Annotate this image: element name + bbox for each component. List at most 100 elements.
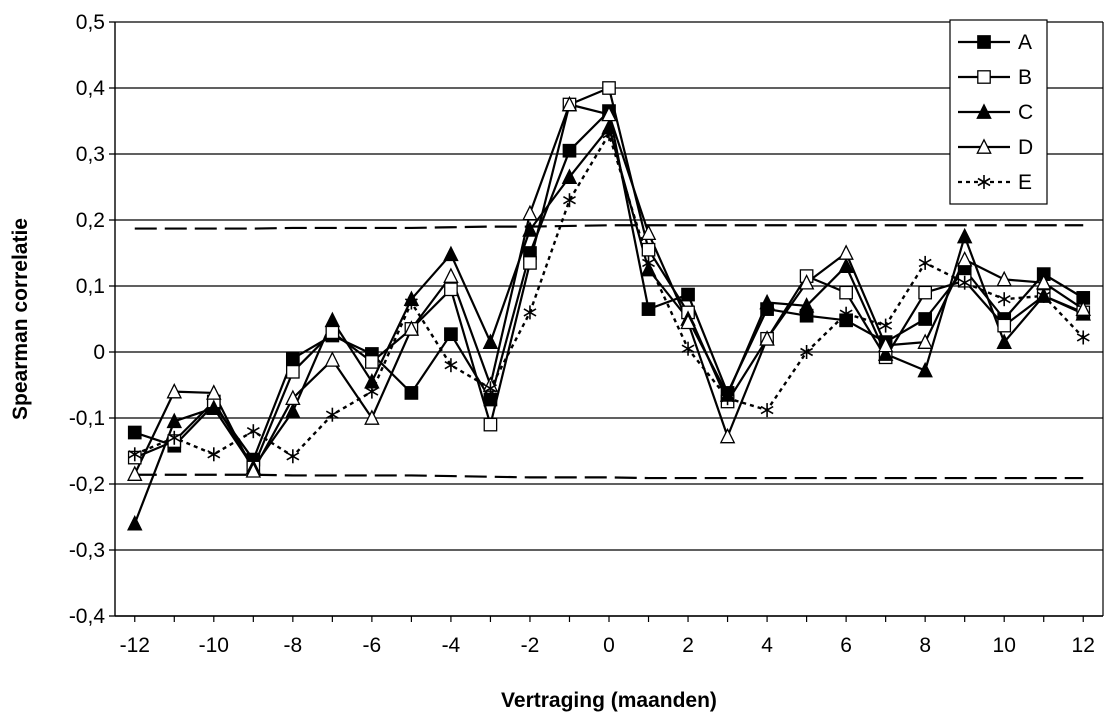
legend-marker [976,103,992,119]
asterisk-stroke [760,405,774,415]
data-point-d [443,267,459,283]
series-line-d [133,103,1084,475]
data-point-b [997,318,1012,333]
data-point-d [719,427,736,444]
data-point-d [917,333,933,349]
y-tick-label: 0 [93,341,105,364]
series-markers-e [128,127,1090,464]
significance-bound-line [134,224,1084,230]
x-tick-label: -8 [283,634,302,657]
data-point-e [207,447,221,462]
data-point-d [640,224,657,241]
x-tick-label: -6 [363,634,382,657]
axes [109,21,1104,622]
series-d [133,103,1084,475]
legend-label: A [1018,31,1032,54]
asterisk-stroke [681,344,695,353]
y-axis-title: Spearman correlatie [9,218,32,420]
legend-item-b: B [958,66,1032,89]
asterisk-stroke [128,450,142,459]
data-point-d [956,250,973,267]
data-point-d [680,313,696,330]
data-point-d [759,330,775,346]
y-tick-label: 0,5 [76,11,105,34]
data-point-e [246,424,260,439]
data-point-d [1075,300,1091,316]
data-point-e [286,449,300,464]
asterisk-stroke [918,258,932,268]
data-point-d [206,384,222,400]
data-point-b [483,417,498,432]
significance-bound-line [134,473,1084,480]
data-point-e [365,384,379,399]
y-tick-label: -0,4 [69,605,106,628]
data-point-e [879,318,893,333]
asterisk-stroke [523,308,537,317]
data-point-a [127,425,142,440]
asterisk-stroke [642,258,655,268]
data-point-a [681,287,695,302]
data-point-c [127,514,143,531]
y-tick-label: -0,2 [69,473,105,496]
data-series [127,81,1091,531]
data-point-e [642,255,655,270]
data-point-d [838,244,854,260]
asterisk-stroke [997,295,1011,304]
data-point-c [561,168,578,184]
asterisk-stroke [483,384,497,393]
asterisk-stroke [563,196,576,205]
data-point-d [403,320,420,336]
legend-marker [977,70,991,84]
asterisk-stroke [365,387,379,396]
series-markers-c [127,118,1091,531]
data-point-b [523,256,537,270]
data-point-e [997,292,1011,307]
data-point-e [800,345,814,359]
asterisk-stroke [444,361,458,370]
asterisk-stroke [879,321,893,330]
data-point-d [522,204,538,221]
data-point-c [522,221,538,237]
data-point-a [404,386,419,400]
x-tick-label: 12 [1072,634,1095,657]
data-point-d [324,351,341,367]
y-tick-label: -0,1 [69,407,105,430]
data-point-e [404,295,418,310]
series-line-b [134,86,1084,469]
data-point-c [996,333,1012,349]
asterisk-stroke [602,130,616,139]
data-point-c [759,293,775,310]
data-point-e [563,193,576,208]
legend-item-a: A [958,31,1032,54]
tick-labels: -0,4 -0,3 -0,2 -0,1 0 0,1 0,2 0,3 0,4 0,5 -12 -10 -8… [69,11,1095,657]
data-point-c [956,227,973,244]
data-point-e [325,407,339,422]
data-point-d [877,336,894,353]
asterisk-stroke [325,410,339,419]
data-point-b [839,285,853,300]
data-point-e [839,306,853,321]
data-point-e [444,358,458,373]
x-tick-label: -2 [521,634,540,657]
legend-marker [977,35,991,49]
data-point-c [206,399,222,415]
legend-item-c: C [958,101,1033,124]
x-tick-label: 8 [919,634,931,657]
x-tick-label: 0 [603,634,615,657]
y-tick-label: -0,3 [69,539,105,562]
x-tick-label: -10 [199,634,229,657]
data-point-b [641,242,656,257]
data-point-b [285,364,300,379]
data-point-a [641,302,656,316]
series-markers-d [127,95,1091,481]
asterisk-stroke [246,427,260,436]
legend-label: D [1018,136,1033,159]
data-point-e [1037,288,1051,303]
data-point-e [483,381,497,396]
asterisk-stroke [286,452,300,461]
data-point-c [285,402,301,419]
y-tick-label: 0,2 [76,209,105,232]
data-point-b [365,355,379,369]
